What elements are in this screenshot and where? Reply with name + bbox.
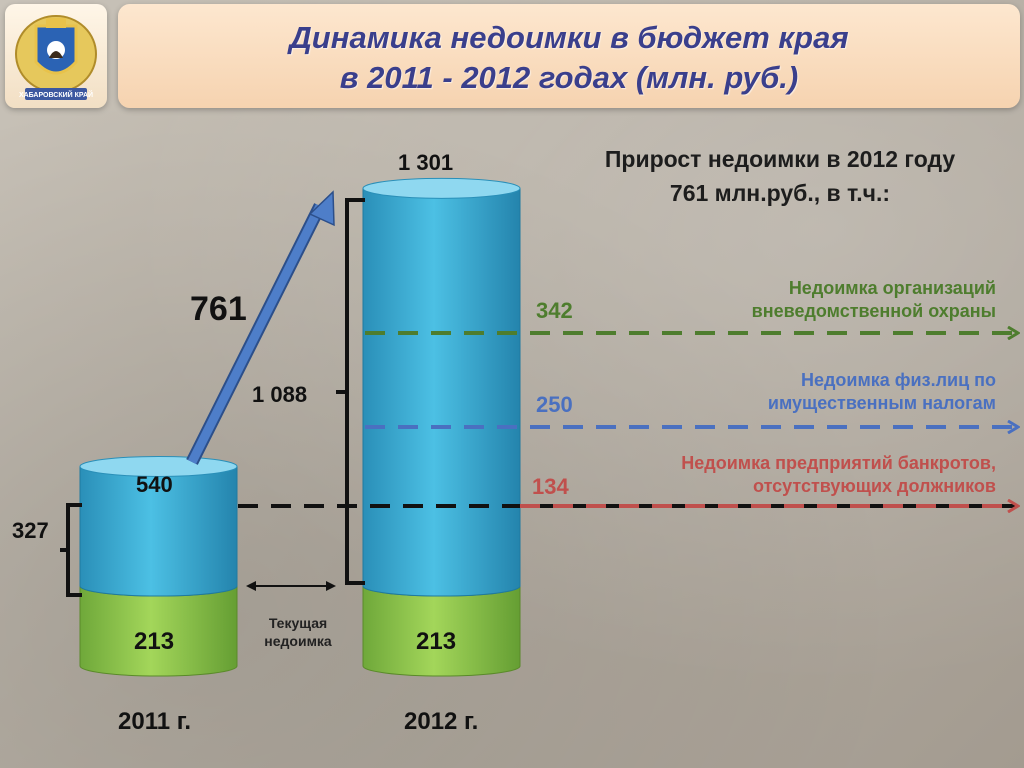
breakdown-legend-0-line-1: Недоимка организаций xyxy=(788,278,996,298)
breakdown-value-2: 134 xyxy=(532,474,569,499)
breakdown-legend-1-line-1: Недоимка физ.лиц по xyxy=(800,370,996,390)
title-panel xyxy=(118,4,1020,108)
increase-arrow xyxy=(186,190,335,465)
upper-label-2012: 1 088 xyxy=(252,382,308,407)
bar-2011 xyxy=(79,455,238,677)
breakdown-legend-0: Недоимка организаций вневедомственной ох… xyxy=(752,277,996,323)
breakdown-legend-2-line-2: отсутствующих должников xyxy=(753,476,996,496)
subtitle-line-1: Прирост недоимки в 2012 году xyxy=(604,146,956,172)
base-label-2012: 213 xyxy=(416,628,457,655)
base-label-2011: 213 xyxy=(134,628,175,655)
breakdown-legend-0-line-2: вневедомственной охраны xyxy=(751,301,996,321)
subtitle-line-2: 761 млн.руб., в т.ч.: xyxy=(669,180,891,206)
bar-upper-segment xyxy=(79,465,238,597)
coat-of-arms-icon: ХАБАРОВСКИЙ КРАЙ xyxy=(15,15,97,100)
breakdown-legend-2: Недоимка предприятий банкротов, отсутств… xyxy=(681,452,996,498)
title-line-1: Динамика недоимки в бюджет края xyxy=(289,20,849,55)
category-label-2011: 2011 г. xyxy=(118,708,191,735)
current-debt-line-2: недоимка xyxy=(264,633,332,649)
breakdown-value-1: 250 xyxy=(536,392,573,417)
increase-label: 761 xyxy=(190,290,247,328)
current-debt-label: Текущая недоимка xyxy=(248,614,348,650)
logo-panel: ХАБАРОВСКИЙ КРАЙ xyxy=(5,4,107,108)
bracket-2012 xyxy=(336,198,365,585)
increase-subtitle: Прирост недоимки в 2012 году 761 млн.руб… xyxy=(520,142,1024,210)
logo-text: ХАБАРОВСКИЙ КРАЙ xyxy=(19,90,93,99)
category-label-2012: 2012 г. xyxy=(404,708,479,735)
bar-2012 xyxy=(362,177,521,677)
upper-label-2011: 327 xyxy=(12,518,49,543)
bracket-2011 xyxy=(60,503,82,597)
breakdown-value-0: 342 xyxy=(536,298,573,323)
total-label-2012: 1 301 xyxy=(398,150,454,175)
page-title: Динамика недоимки в бюджет края в 2011 -… xyxy=(118,18,1020,98)
breakdown-legend-1-line-2: имущественным налогам xyxy=(767,393,996,413)
bar-upper-segment xyxy=(362,187,521,597)
breakdown-legend-1: Недоимка физ.лиц по имущественным налога… xyxy=(768,369,996,415)
current-debt-line-1: Текущая xyxy=(268,615,328,631)
total-label-2011: 540 xyxy=(136,472,173,497)
bar-top-cap xyxy=(362,177,521,199)
breakdown-legend-2-line-1: Недоимка предприятий банкротов, xyxy=(681,453,996,473)
title-line-2: в 2011 - 2012 годах (млн. руб.) xyxy=(339,60,799,95)
